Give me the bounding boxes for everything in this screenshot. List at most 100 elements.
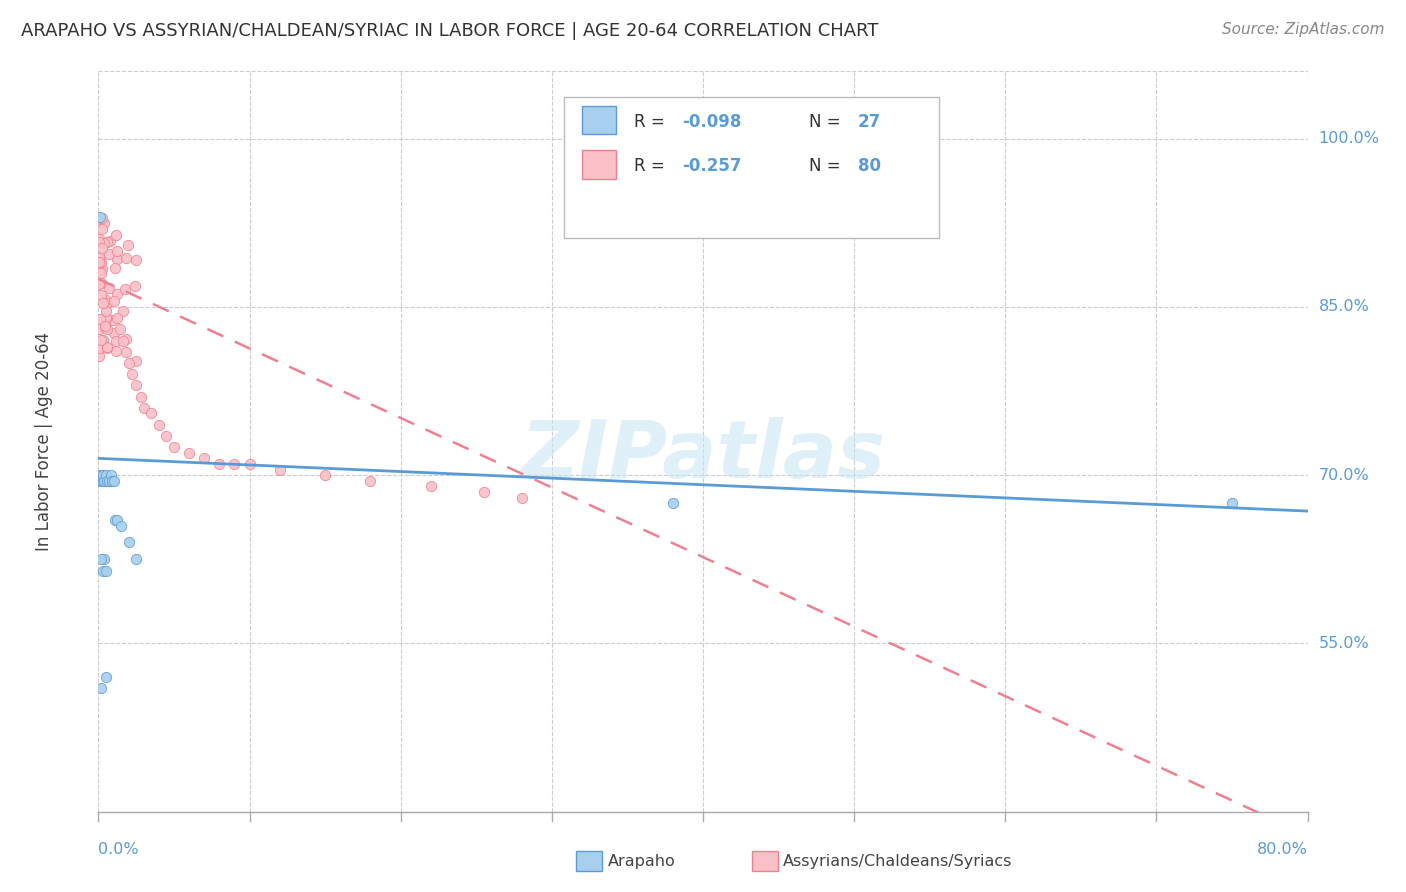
Point (93, 333, 115, 347)
Point (89, 468, 111, 483)
Point (472, 485, 495, 500)
Point (94, 320, 117, 334)
Point (105, 311, 128, 326)
Point (90, 241, 112, 255)
Point (93, 552, 115, 566)
Point (89, 263, 111, 277)
Point (94, 311, 117, 326)
Point (91, 474, 114, 488)
Point (90, 211, 112, 225)
Point (125, 253, 148, 268)
Text: N =: N = (810, 157, 846, 175)
Point (96, 304, 118, 318)
Point (1220, 496, 1243, 510)
Text: N =: N = (810, 112, 846, 131)
Point (124, 279, 146, 293)
Point (125, 353, 148, 368)
Point (104, 513, 127, 527)
Point (96, 341, 118, 355)
Text: 0.0%: 0.0% (98, 842, 139, 857)
Point (98, 474, 121, 488)
Point (94, 670, 117, 684)
Point (107, 244, 129, 258)
Point (105, 287, 128, 301)
Point (98, 281, 121, 295)
Point (90, 468, 112, 483)
Text: 27: 27 (858, 112, 882, 131)
Point (89, 322, 111, 336)
Point (103, 326, 125, 340)
Point (117, 238, 139, 252)
Point (155, 429, 177, 443)
Point (100, 468, 122, 483)
Text: 80.0%: 80.0% (1257, 842, 1308, 857)
Point (90, 334, 112, 348)
Point (96, 474, 118, 488)
Point (89, 235, 111, 250)
Text: 80: 80 (858, 157, 880, 175)
Point (93, 295, 115, 310)
Point (89, 312, 111, 326)
Point (208, 457, 231, 471)
Point (105, 334, 128, 348)
Point (125, 378, 148, 392)
Point (98, 234, 121, 248)
Point (89, 349, 111, 363)
Point (103, 294, 125, 309)
Point (360, 474, 382, 488)
Point (103, 474, 125, 488)
Point (104, 344, 127, 359)
Text: -0.098: -0.098 (682, 112, 742, 131)
Point (89, 213, 111, 227)
Point (163, 440, 186, 454)
Point (96, 322, 118, 336)
Point (101, 313, 124, 327)
Text: 85.0%: 85.0% (1319, 300, 1369, 314)
Text: -0.257: -0.257 (682, 157, 742, 175)
Bar (582, 106, 616, 135)
Point (96, 296, 118, 310)
Point (91, 222, 114, 236)
Point (269, 462, 291, 476)
Text: 100.0%: 100.0% (1319, 131, 1379, 146)
Point (98, 247, 121, 261)
Text: 70.0%: 70.0% (1319, 467, 1369, 483)
Point (661, 496, 683, 510)
Point (115, 332, 138, 346)
Point (94, 468, 117, 483)
Point (90, 288, 112, 302)
Text: Arapaho: Arapaho (607, 855, 675, 869)
Point (90, 267, 112, 281)
Point (148, 417, 170, 432)
Point (89, 232, 111, 246)
Point (125, 552, 148, 566)
Text: Assyrians/Chaldeans/Syriacs: Assyrians/Chaldeans/Syriacs (783, 855, 1012, 869)
Point (94, 293, 117, 307)
Point (90, 681, 112, 696)
Point (89, 210, 111, 224)
Text: R =: R = (634, 112, 671, 131)
FancyBboxPatch shape (564, 97, 939, 238)
Point (94, 318, 117, 333)
Text: 55.0%: 55.0% (1319, 636, 1369, 651)
Point (96, 341, 118, 355)
Text: Source: ZipAtlas.com: Source: ZipAtlas.com (1222, 22, 1385, 37)
Point (101, 474, 124, 488)
Point (510, 491, 533, 505)
Point (108, 322, 131, 336)
Point (104, 261, 127, 276)
Point (420, 479, 443, 493)
Point (91, 564, 114, 578)
Point (132, 401, 155, 415)
Point (105, 513, 128, 527)
Point (141, 407, 163, 421)
Point (93, 474, 115, 488)
Point (314, 468, 336, 483)
Point (91, 262, 114, 277)
Point (93, 216, 115, 230)
Point (114, 282, 136, 296)
Point (224, 457, 246, 471)
Text: In Labor Force | Age 20-64: In Labor Force | Age 20-64 (35, 332, 53, 551)
Point (118, 535, 141, 549)
Point (193, 451, 215, 466)
